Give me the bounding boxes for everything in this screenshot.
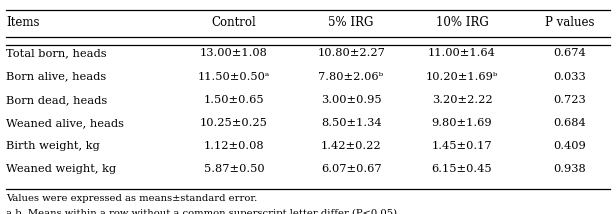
Text: 9.80±1.69: 9.80±1.69 (432, 118, 492, 128)
Text: 6.15±0.45: 6.15±0.45 (432, 164, 492, 174)
Text: Values were expressed as means±standard error.: Values were expressed as means±standard … (6, 194, 257, 203)
Text: Items: Items (6, 16, 39, 29)
Text: Total born, heads: Total born, heads (6, 49, 107, 58)
Text: P values: P values (545, 16, 594, 29)
Text: 6.07±0.67: 6.07±0.67 (321, 164, 381, 174)
Text: 0.684: 0.684 (553, 118, 586, 128)
Text: a,b  Means within a row without a common superscript letter differ (P<0.05).: a,b Means within a row without a common … (6, 209, 400, 214)
Text: 0.674: 0.674 (553, 49, 586, 58)
Text: 1.42±0.22: 1.42±0.22 (321, 141, 381, 151)
Text: Born dead, heads: Born dead, heads (6, 95, 107, 105)
Text: 13.00±1.08: 13.00±1.08 (200, 49, 268, 58)
Text: Weaned alive, heads: Weaned alive, heads (6, 118, 124, 128)
Text: 0.409: 0.409 (553, 141, 586, 151)
Text: 5% IRG: 5% IRG (328, 16, 374, 29)
Text: 3.00±0.95: 3.00±0.95 (321, 95, 381, 105)
Text: 5.87±0.50: 5.87±0.50 (204, 164, 264, 174)
Text: Control: Control (212, 16, 256, 29)
Text: 0.938: 0.938 (553, 164, 586, 174)
Text: 0.723: 0.723 (553, 95, 586, 105)
Text: 11.00±1.64: 11.00±1.64 (428, 49, 496, 58)
Text: 10.80±2.27: 10.80±2.27 (317, 49, 385, 58)
Text: 1.50±0.65: 1.50±0.65 (204, 95, 264, 105)
Text: 10.20±1.69ᵇ: 10.20±1.69ᵇ (426, 72, 498, 82)
Text: 1.12±0.08: 1.12±0.08 (204, 141, 264, 151)
Text: Born alive, heads: Born alive, heads (6, 72, 107, 82)
Text: 8.50±1.34: 8.50±1.34 (321, 118, 381, 128)
Text: 3.20±2.22: 3.20±2.22 (432, 95, 492, 105)
Text: 0.033: 0.033 (553, 72, 586, 82)
Text: 10% IRG: 10% IRG (436, 16, 488, 29)
Text: Weaned weight, kg: Weaned weight, kg (6, 164, 116, 174)
Text: 10.25±0.25: 10.25±0.25 (200, 118, 268, 128)
Text: 1.45±0.17: 1.45±0.17 (432, 141, 492, 151)
Text: 7.80±2.06ᵇ: 7.80±2.06ᵇ (318, 72, 384, 82)
Text: 11.50±0.50ᵃ: 11.50±0.50ᵃ (198, 72, 270, 82)
Text: Birth weight, kg: Birth weight, kg (6, 141, 100, 151)
